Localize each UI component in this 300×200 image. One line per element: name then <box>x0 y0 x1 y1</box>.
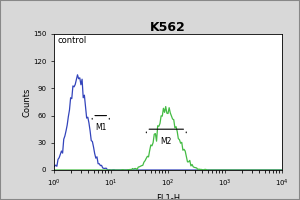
Y-axis label: Counts: Counts <box>22 87 32 117</box>
Text: M2: M2 <box>160 137 172 146</box>
X-axis label: FL1-H: FL1-H <box>156 194 180 200</box>
Title: K562: K562 <box>150 21 186 34</box>
Text: M1: M1 <box>95 123 106 132</box>
Text: control: control <box>58 36 87 45</box>
